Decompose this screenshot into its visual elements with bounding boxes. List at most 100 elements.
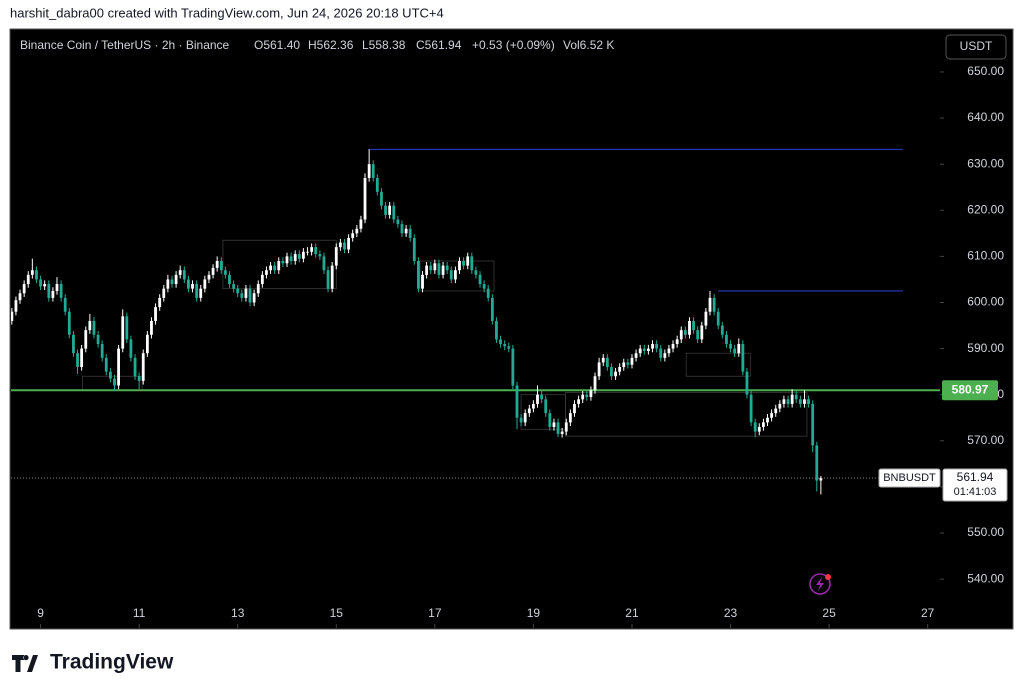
x-tick-label: 15: [330, 606, 344, 620]
zone: [565, 391, 808, 437]
candle-body: [219, 260, 223, 271]
candle-body: [125, 316, 129, 340]
candle-body: [302, 251, 305, 259]
candle-body: [753, 422, 757, 432]
candle-body: [811, 403, 815, 446]
candle-body: [737, 343, 741, 354]
plot: [11, 148, 940, 495]
candle-body: [322, 256, 326, 271]
icon-bolt: [816, 577, 824, 591]
price-label: 561.94: [957, 470, 994, 484]
candle-body: [560, 431, 564, 434]
candle-body: [614, 371, 617, 377]
y-tick-label: 600.00: [967, 295, 1004, 309]
header-text: harshit_dabra00 created with TradingView…: [10, 5, 444, 20]
candle-body: [121, 316, 125, 349]
candle-body: [297, 254, 301, 259]
candle-body: [622, 362, 626, 368]
level-label: 580.97: [952, 382, 989, 396]
candle-body: [581, 394, 585, 400]
candle-body: [236, 288, 240, 294]
candle-body: [716, 311, 720, 326]
y-tick-label: 550.00: [967, 525, 1004, 539]
candle-body: [523, 413, 527, 423]
candle-body: [215, 260, 219, 268]
candle-body: [437, 263, 441, 275]
currency-button[interactable]: [945, 34, 1007, 60]
candle-body: [260, 274, 264, 285]
candle-body: [59, 284, 63, 298]
candle-body: [22, 284, 26, 294]
candle-body: [281, 260, 285, 264]
candle-body: [803, 399, 806, 404]
candle-body: [88, 320, 92, 331]
candle-body: [688, 320, 691, 335]
y-tick-label: 630.00: [967, 156, 1004, 170]
candle-body: [704, 311, 708, 326]
candle-body: [207, 274, 211, 280]
x-tick-label: 11: [133, 606, 146, 620]
candle-body: [92, 320, 96, 335]
candle-body: [762, 422, 765, 427]
y-tick-label: 570.00: [967, 433, 1004, 447]
candle-body: [585, 394, 589, 398]
x-tick-label: 9: [37, 606, 44, 620]
candle-body: [367, 164, 371, 179]
candle-body: [195, 284, 199, 298]
x-tick-label: 17: [428, 606, 442, 620]
candle-body: [269, 265, 272, 271]
candle-body: [766, 417, 769, 423]
candle-body: [696, 330, 700, 340]
candle-body: [248, 288, 252, 303]
candle-body: [474, 270, 478, 275]
candle-body: [129, 339, 133, 358]
x-tick-label: 25: [822, 606, 836, 620]
candle-body: [178, 270, 182, 275]
chart-frame: [9, 28, 1014, 630]
candle-body: [277, 260, 281, 271]
candle-body: [240, 293, 244, 298]
candle-body: [700, 325, 704, 340]
candle-body: [141, 353, 145, 381]
legend-item: Binance Coin / TetherUS · 2h · Binance: [20, 38, 230, 52]
candle-body: [692, 320, 695, 331]
candle-body: [14, 300, 18, 312]
candle-body: [273, 265, 277, 271]
candle-body: [104, 357, 108, 372]
candle-body: [449, 270, 453, 280]
candle-body: [798, 399, 802, 404]
candle-body: [478, 274, 482, 285]
icon-dot: [825, 574, 831, 580]
candle-body: [659, 348, 663, 358]
candle-body: [47, 284, 51, 298]
candle-body: [404, 228, 408, 234]
candle-body: [117, 348, 120, 386]
brand-name: TradingView: [50, 651, 174, 674]
candle-body: [363, 178, 367, 220]
candle-body: [552, 422, 556, 427]
candle-body: [187, 279, 190, 289]
candle-body: [675, 339, 679, 344]
candle-body: [819, 477, 823, 481]
candle-body: [392, 205, 396, 220]
candle-body: [162, 288, 166, 298]
candle-body: [400, 224, 404, 234]
candle-body: [326, 270, 330, 289]
candle-body: [548, 413, 552, 427]
candle-body: [441, 265, 445, 275]
symbol-label: BNBUSDT: [883, 472, 936, 484]
candle-body: [815, 445, 819, 481]
candle-body: [733, 348, 737, 354]
y-tick-label: 590.00: [967, 341, 1004, 355]
candle-body: [593, 376, 597, 391]
x-tick-label: 19: [527, 606, 541, 620]
candle-body: [265, 270, 268, 275]
candle-body: [577, 399, 581, 404]
candle-body: [293, 254, 297, 261]
candle-body: [503, 343, 507, 347]
candle-body: [174, 274, 178, 285]
candle-body: [133, 357, 137, 377]
candle-body: [211, 267, 215, 275]
candle-body: [84, 330, 88, 349]
candle-body: [310, 247, 314, 252]
